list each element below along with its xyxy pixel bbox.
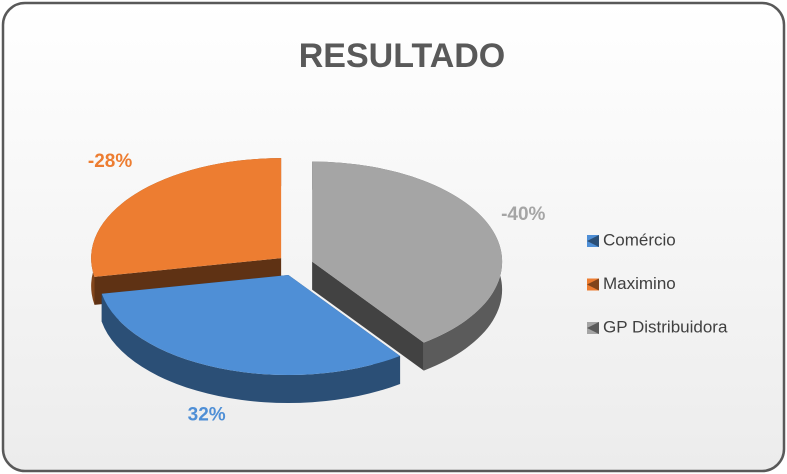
slice-top (312, 161, 503, 343)
chart-title: RESULTADO (299, 37, 506, 75)
data-label: 32% (188, 405, 226, 426)
pie-slice (312, 161, 503, 371)
legend-marker-shade (587, 235, 599, 247)
slice-top (101, 275, 401, 376)
legend-label: Maximino (603, 274, 676, 293)
slice-side (101, 293, 401, 404)
legend-label: GP Distribuidora (603, 317, 728, 336)
legend-marker-shade (587, 322, 599, 334)
slice-top (91, 158, 282, 277)
legend-label: Comércio (603, 230, 676, 249)
data-label: -40% (501, 204, 545, 225)
data-label: -28% (88, 151, 132, 172)
legend-marker-shade (587, 278, 599, 291)
pie-slice (101, 275, 401, 404)
slice-wall (312, 261, 424, 371)
